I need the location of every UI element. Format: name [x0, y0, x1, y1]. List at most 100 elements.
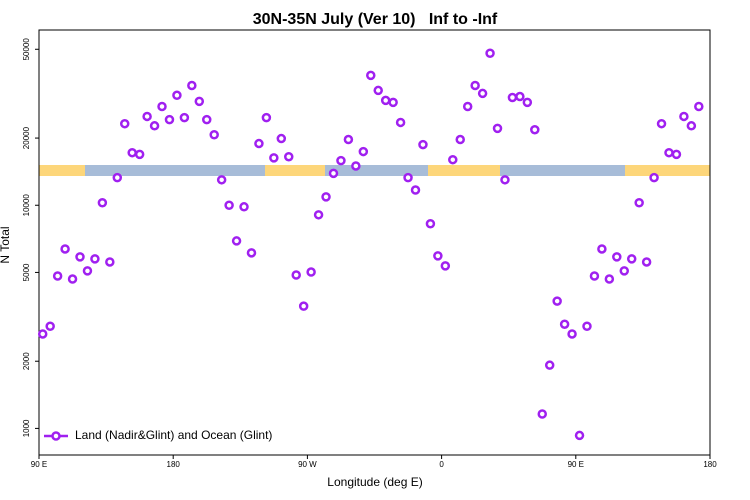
land-strip: [625, 165, 710, 176]
data-point: [336, 155, 346, 166]
data-point: [321, 192, 331, 202]
data-point: [544, 360, 555, 370]
data-point: [358, 146, 369, 157]
data-point: [671, 149, 682, 160]
data-point: [694, 101, 704, 112]
data-point: [418, 139, 428, 150]
y-axis-label: N Total: [0, 226, 12, 263]
data-point: [254, 138, 264, 149]
data-point: [97, 198, 108, 208]
x-tick-label: 90 W: [298, 460, 317, 469]
data-point: [373, 85, 383, 96]
data-point: [343, 134, 354, 145]
data-point: [477, 88, 488, 99]
data-point: [224, 200, 234, 210]
data-point: [112, 172, 123, 183]
data-point: [641, 257, 652, 267]
land-strip: [39, 165, 85, 176]
data-point: [142, 111, 152, 122]
data-point: [298, 301, 309, 311]
data-point: [306, 267, 316, 277]
data-point: [574, 430, 585, 441]
x-tick-label: 180: [703, 460, 717, 469]
y-tick-label: 50000: [22, 38, 31, 61]
x-tick-label: 0: [439, 460, 444, 469]
data-point: [395, 117, 406, 128]
data-point: [134, 149, 145, 160]
data-point: [537, 409, 547, 419]
ocean-strip: [39, 165, 710, 176]
data-point: [567, 329, 577, 339]
data-point: [75, 252, 85, 262]
land-ocean-strip: [39, 165, 710, 176]
legend-label: Land (Nadir&Glint) and Ocean (Glint): [75, 428, 272, 442]
data-point: [619, 266, 630, 276]
legend-marker: [51, 431, 61, 441]
x-tick-label: 180: [167, 460, 181, 469]
data-point: [604, 274, 615, 284]
data-point: [269, 153, 279, 163]
data-point: [455, 134, 465, 145]
data-point: [246, 248, 257, 258]
data-point: [589, 271, 600, 281]
y-tick-label: 10000: [22, 194, 31, 217]
data-point: [612, 252, 622, 262]
chart-title: 30N-35N July (Ver 10) Inf to -Inf: [253, 11, 498, 28]
data-point: [351, 161, 361, 171]
data-point: [462, 101, 473, 112]
data-point: [239, 202, 249, 212]
data-point: [164, 114, 175, 125]
data-point: [179, 112, 190, 123]
data-point: [284, 151, 294, 162]
data-point: [67, 274, 78, 284]
data-point: [90, 254, 100, 264]
data-point: [209, 129, 219, 140]
data-point: [410, 185, 421, 195]
data-point: [276, 133, 287, 144]
data-point: [634, 198, 644, 208]
data-point: [194, 96, 205, 107]
data-point: [291, 270, 301, 280]
y-tick-label: 2000: [22, 352, 31, 370]
data-point: [231, 236, 242, 246]
data-point: [440, 261, 451, 271]
data-point: [216, 175, 227, 185]
y-tick-label: 1000: [22, 419, 31, 437]
data-point: [530, 124, 540, 135]
data-point: [366, 70, 376, 81]
data-point: [656, 118, 667, 129]
y-tick-label: 5000: [22, 263, 31, 281]
data-point: [313, 210, 324, 220]
data-point: [597, 244, 607, 254]
data-point: [187, 80, 197, 91]
data-point: [559, 319, 570, 329]
data-point: [380, 95, 391, 106]
data-point: [485, 48, 495, 58]
data-point: [679, 111, 689, 122]
data-point: [626, 254, 637, 264]
data-point: [470, 80, 480, 91]
data-point: [328, 168, 339, 179]
data-point: [149, 121, 160, 131]
data-point: [492, 123, 503, 134]
data-point: [522, 97, 533, 108]
data-point: [202, 114, 212, 125]
y-tick-label: 20000: [22, 126, 31, 149]
data-point: [127, 147, 137, 158]
land-strip: [428, 165, 500, 176]
data-point: [157, 101, 167, 112]
data-point: [388, 97, 398, 108]
x-tick-label: 90 E: [568, 460, 584, 469]
data-point: [582, 321, 592, 331]
x-axis-label: Longitude (deg E): [327, 475, 422, 489]
data-point: [37, 329, 48, 339]
x-tick-label: 90 E: [31, 460, 47, 469]
data-point: [664, 147, 674, 158]
data-point: [433, 251, 443, 261]
plot-frame: [38, 29, 711, 456]
data-point: [105, 257, 115, 267]
land-strip: [265, 165, 325, 176]
data-point: [172, 90, 182, 101]
data-point: [52, 271, 63, 281]
data-point: [515, 91, 525, 102]
